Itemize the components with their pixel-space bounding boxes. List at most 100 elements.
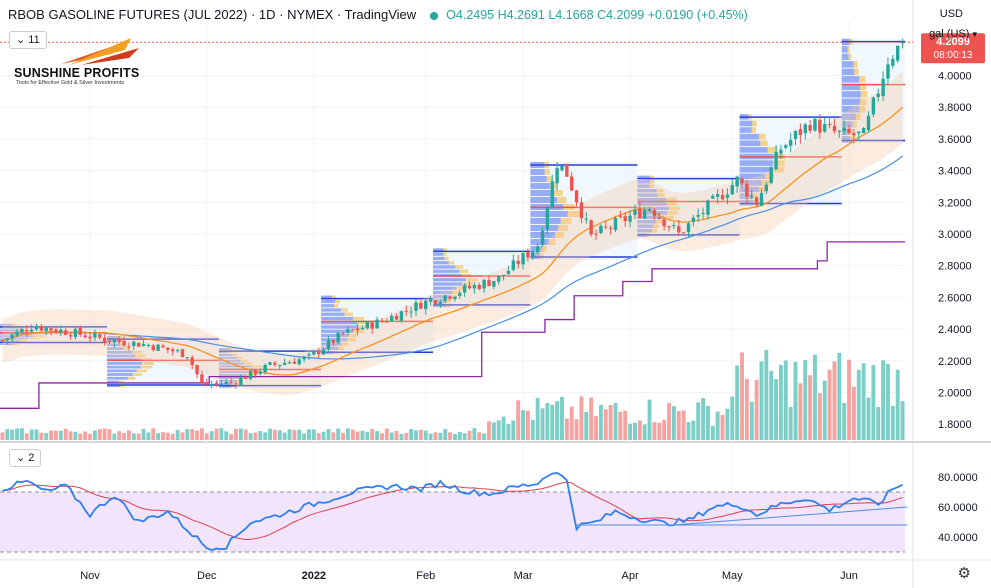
volume-profile-row: [218, 365, 252, 368]
candle: [180, 348, 185, 358]
volume-bar: [642, 424, 647, 440]
candle-body: [827, 124, 832, 126]
volume-bar: [112, 433, 117, 440]
candle: [599, 224, 603, 235]
volume-profile-row: [0, 323, 12, 325]
candle-body: [229, 382, 233, 384]
candle: [273, 360, 277, 367]
candle-body: [613, 218, 618, 230]
candle-body: [151, 345, 155, 351]
volume-profile-row: [767, 147, 778, 153]
volume-profile-row: [228, 348, 233, 351]
volume-profile-row: [739, 160, 773, 166]
volume-bar: [730, 396, 735, 440]
currency-label[interactable]: USD: [939, 8, 963, 20]
candle: [497, 275, 501, 285]
candle: [370, 320, 374, 334]
volume-profile-row: [321, 329, 354, 333]
candle: [798, 123, 803, 144]
candle-body: [545, 207, 550, 230]
volume-profile-row: [739, 127, 752, 133]
volume-profile-row: [739, 133, 759, 140]
candle: [380, 317, 384, 324]
candle: [448, 295, 452, 301]
volume-bar: [594, 416, 598, 440]
symbol-title[interactable]: RBOB GASOLINE FUTURES (JUL 2022) · 1D · …: [8, 7, 417, 22]
candle: [132, 340, 136, 351]
volume-bar: [842, 402, 847, 440]
volume-bar: [175, 429, 180, 440]
candle: [594, 229, 598, 240]
candle-body: [642, 209, 647, 219]
volume-profile-row: [841, 76, 860, 83]
volume-bar: [715, 411, 720, 440]
candle-body: [278, 364, 282, 366]
volume-bar: [185, 429, 190, 440]
volume-profile-row: [444, 256, 449, 261]
candle-body: [385, 321, 389, 323]
volume-bar: [190, 429, 195, 440]
volume-bar: [457, 431, 462, 440]
candle: [788, 132, 793, 153]
volume-profile-row: [0, 325, 14, 327]
volume-bar: [749, 401, 754, 440]
candle-body: [638, 208, 642, 218]
candle: [185, 357, 190, 361]
candle: [93, 329, 97, 341]
volume-profile-row: [107, 373, 133, 376]
volume-bar: [691, 420, 696, 440]
rsi-tick-label: 80.0000: [938, 472, 978, 484]
volume-bar: [404, 432, 409, 440]
volume-bar: [253, 432, 258, 440]
candle-body: [316, 350, 321, 355]
candle: [419, 299, 423, 310]
volume-bar: [822, 380, 827, 440]
time-tick-label: Feb: [416, 570, 435, 582]
ohlc-quote: O4.2495 H4.2691 L4.1668 C4.2099 +0.0190 …: [446, 8, 748, 22]
candle: [10, 333, 14, 343]
volume-bar: [662, 419, 667, 440]
rsi-pane-toggle[interactable]: ⌄ 2: [9, 449, 42, 467]
candle: [657, 212, 661, 220]
volume-profile-row: [637, 224, 654, 228]
volume-profile-row: [107, 380, 120, 384]
volume-bar: [151, 428, 156, 440]
volume-profile-row: [107, 369, 137, 373]
candle: [389, 313, 394, 322]
settings-gear-icon[interactable]: ⚙: [957, 565, 971, 582]
candle-body: [516, 260, 520, 265]
volume-profile-row: [34, 336, 46, 338]
candle: [49, 327, 53, 336]
volume-bar: [83, 431, 88, 440]
candle-body: [696, 214, 700, 217]
candle-body: [584, 218, 589, 220]
candle-body: [253, 370, 258, 375]
volume-profile-row: [530, 252, 541, 259]
candle-body: [701, 212, 705, 214]
ma-long-line: [2, 155, 903, 360]
candle: [375, 316, 379, 329]
volume-profile-row: [557, 196, 567, 203]
candle: [706, 199, 710, 220]
indicators-toggle[interactable]: ⌄ 11: [9, 31, 47, 49]
price-tick-label: 2.4000: [938, 324, 972, 336]
price-tick-label: 2.0000: [938, 387, 972, 399]
candle: [881, 71, 885, 101]
candle-body: [852, 133, 856, 136]
candle: [341, 332, 345, 336]
volume-profile-row: [567, 210, 581, 217]
candle-body: [842, 127, 846, 132]
volume-profile-row: [739, 147, 768, 153]
candle: [784, 143, 788, 150]
candle-body: [195, 365, 199, 375]
candle-body: [574, 190, 579, 203]
candle: [161, 343, 165, 348]
volume-profile-row: [860, 98, 867, 106]
candle: [516, 254, 520, 269]
unit-selector[interactable]: gal (US) ▾: [929, 28, 977, 40]
volume-profile-row: [739, 120, 753, 127]
volume-profile-row: [848, 53, 852, 61]
candle: [433, 299, 438, 307]
candle: [209, 380, 214, 389]
candle-body: [711, 195, 715, 199]
